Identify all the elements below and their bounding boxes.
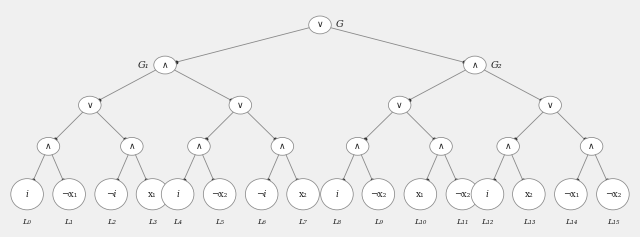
Text: L₇: L₇ [299,218,308,226]
Text: i: i [176,190,179,199]
Text: x₂: x₂ [525,190,533,199]
Text: L₁₀: L₁₀ [414,218,426,226]
Ellipse shape [136,179,169,210]
Text: ∧: ∧ [588,142,595,151]
Ellipse shape [95,179,127,210]
Ellipse shape [308,16,332,34]
Text: L₉: L₉ [374,218,383,226]
Text: ¬x₁: ¬x₁ [563,190,579,199]
Text: ∧: ∧ [129,142,135,151]
Text: G₂: G₂ [491,60,502,69]
Text: L₁₅: L₁₅ [607,218,619,226]
Ellipse shape [53,179,85,210]
Text: ¬x₂: ¬x₂ [454,190,470,199]
Ellipse shape [346,137,369,155]
Ellipse shape [37,137,60,155]
Ellipse shape [463,56,486,74]
Text: ∧: ∧ [279,142,285,151]
Text: L₄: L₄ [173,218,182,226]
Text: ∨: ∨ [237,101,244,110]
Ellipse shape [120,137,143,155]
Ellipse shape [229,96,252,114]
Text: ¬i: ¬i [106,190,116,199]
Text: L₀: L₀ [22,218,31,226]
Ellipse shape [287,179,319,210]
Ellipse shape [188,137,211,155]
Text: ∧: ∧ [196,142,202,151]
Ellipse shape [596,179,629,210]
Ellipse shape [154,56,177,74]
Text: ¬x₂: ¬x₂ [370,190,387,199]
Ellipse shape [513,179,545,210]
Text: L₅: L₅ [215,218,224,226]
Text: L₁₁: L₁₁ [456,218,468,226]
Ellipse shape [471,179,504,210]
Ellipse shape [446,179,479,210]
Text: ∨: ∨ [396,101,403,110]
Ellipse shape [497,137,520,155]
Ellipse shape [11,179,44,210]
Text: ¬x₁: ¬x₁ [61,190,77,199]
Text: L₈: L₈ [332,218,341,226]
Ellipse shape [404,179,436,210]
Ellipse shape [204,179,236,210]
Ellipse shape [271,137,294,155]
Text: ¬x₂: ¬x₂ [605,190,621,199]
Ellipse shape [245,179,278,210]
Text: ¬x₂: ¬x₂ [211,190,228,199]
Ellipse shape [430,137,452,155]
Text: ∨: ∨ [547,101,554,110]
Text: G: G [336,20,344,29]
Text: ∧: ∧ [505,142,511,151]
Text: L₁₄: L₁₄ [564,218,577,226]
Text: i: i [486,190,489,199]
Text: G₁: G₁ [138,60,149,69]
Ellipse shape [362,179,395,210]
Text: ∧: ∧ [438,142,444,151]
Text: L₁₃: L₁₃ [523,218,535,226]
Text: L₁₂: L₁₂ [481,218,493,226]
Ellipse shape [555,179,587,210]
Text: i: i [335,190,339,199]
Text: L₂: L₂ [107,218,116,226]
Ellipse shape [539,96,561,114]
Text: ∨: ∨ [86,101,93,110]
Text: ∨: ∨ [317,20,323,29]
Ellipse shape [321,179,353,210]
Text: ∧: ∧ [162,60,168,69]
Text: ∧: ∧ [355,142,361,151]
Text: ¬i: ¬i [257,190,267,199]
Text: i: i [26,190,29,199]
Text: x₂: x₂ [299,190,307,199]
Ellipse shape [388,96,411,114]
Text: L₆: L₆ [257,218,266,226]
Text: x₁: x₁ [416,190,425,199]
Ellipse shape [79,96,101,114]
Text: L₃: L₃ [148,218,157,226]
Text: ∧: ∧ [472,60,478,69]
Text: ∧: ∧ [45,142,52,151]
Text: L₁: L₁ [65,218,74,226]
Ellipse shape [161,179,194,210]
Text: x₁: x₁ [148,190,157,199]
Ellipse shape [580,137,603,155]
